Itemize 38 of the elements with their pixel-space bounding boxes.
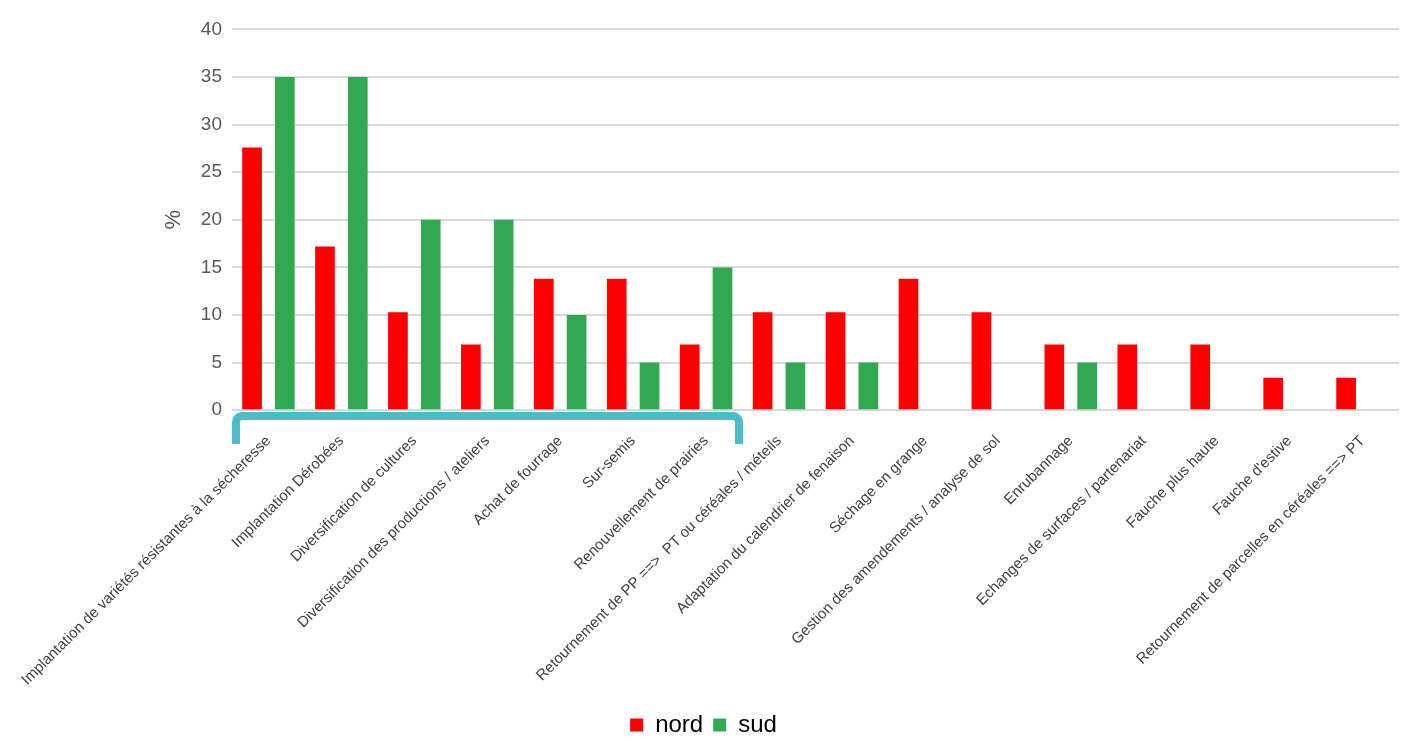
bar <box>785 362 806 410</box>
y-tick-label: 40 <box>200 17 222 39</box>
bar <box>566 314 587 410</box>
bar <box>1044 344 1065 410</box>
bar <box>493 219 514 410</box>
y-tick-label: 20 <box>200 208 222 230</box>
y-tick-label: 30 <box>200 112 222 134</box>
bar <box>858 362 879 410</box>
bar <box>639 362 660 410</box>
bar <box>679 344 700 410</box>
bar <box>1263 377 1284 410</box>
y-tick-label: 5 <box>211 350 222 372</box>
y-tick-label: 0 <box>211 398 222 420</box>
y-tick-label: 10 <box>200 303 222 325</box>
bar <box>825 312 846 410</box>
bar <box>752 312 773 410</box>
bar <box>533 278 554 410</box>
bar <box>1117 344 1138 410</box>
y-tick-label: 15 <box>200 255 222 277</box>
bar <box>606 278 627 410</box>
bar <box>388 312 408 410</box>
y-axis-title: % <box>159 210 185 230</box>
bar <box>712 267 733 410</box>
bar <box>461 344 481 410</box>
legend-label: sud <box>738 709 777 737</box>
bar <box>1336 377 1356 410</box>
bar <box>315 246 335 410</box>
bar <box>898 278 919 410</box>
y-tick-label: 35 <box>200 65 222 87</box>
bar <box>242 147 262 410</box>
bar <box>347 77 368 410</box>
legend-label: nord <box>655 709 704 737</box>
bar <box>971 312 992 410</box>
y-tick-label: 25 <box>200 160 222 182</box>
bar <box>1077 362 1098 410</box>
bar <box>275 77 295 410</box>
bar <box>420 219 441 410</box>
bar <box>1190 344 1211 410</box>
